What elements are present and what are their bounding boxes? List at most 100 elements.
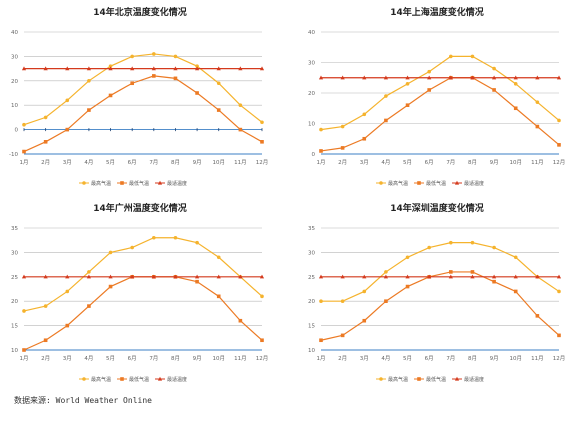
y-tick-label: 40 [11,30,18,36]
x-tick-label: 3月 [360,159,369,166]
series-line [320,77,560,152]
data-point [194,274,200,279]
data-point [216,66,221,71]
data-point [557,289,561,294]
legend-marker [454,376,460,381]
y-tick-label: 25 [11,275,18,281]
data-point [318,75,324,80]
y-tick-label: 35 [308,226,315,232]
x-tick-label: 12月 [553,159,566,166]
x-tick-label: 4月 [381,355,390,362]
series-optimal [318,75,562,80]
data-point [21,66,27,71]
data-point [470,274,475,279]
x-tick-label: 11月 [234,159,247,166]
legend-label: 最适温度 [167,180,187,187]
x-tick-label: 5月 [106,159,115,166]
series-low [22,74,264,154]
data-point [405,82,410,86]
data-point [491,274,497,279]
x-tick-label: 11月 [531,159,544,166]
data-point [513,106,518,111]
data-point [173,66,178,71]
data-point [427,245,431,250]
data-point [151,66,156,71]
data-point [195,279,199,284]
series-low [22,275,264,352]
data-point [427,88,431,92]
data-point [340,333,345,338]
legend-label: 最低气温 [426,376,446,383]
data-point [195,91,199,95]
data-point [362,289,367,294]
data-point [513,274,518,279]
chart-guangzhou: 14年广州温度变化情况 10 15 20 25 30 35 1月 2月 3月 4月 5月 6月 7月 8月 9… [6,198,274,388]
data-point [362,136,367,141]
data-point [130,66,135,71]
data-point [340,124,345,129]
data-point [216,294,221,299]
data-point [86,66,92,71]
data-point [195,64,199,68]
chart-title: 14年北京温度变化情况 [93,6,187,18]
data-point [152,52,156,56]
chart-svg: 14年广州温度变化情况 10 15 20 25 30 35 1月 2月 3月 4月 5月 6月 7月 8月 9… [11,202,268,383]
y-tick-label: -10 [9,152,18,158]
data-point [108,284,113,289]
legend-marker [120,377,124,381]
data-point [405,75,410,80]
data-point [513,75,518,80]
data-point [194,66,200,71]
chart-svg: 14年北京温度变化情况 -10 0 10 20 30 40 1月 2月 3月 4月 5月 6月 7月 8月 9… [9,6,268,187]
series-high [22,52,264,127]
data-point [108,64,113,68]
data-point [491,75,497,80]
data-point [319,338,323,343]
data-point [195,240,199,245]
x-tick-label: 5月 [403,355,412,362]
data-point [513,82,518,86]
y-tick-label: 10 [11,348,18,354]
data-point [557,143,561,147]
legend-marker [82,181,86,185]
x-tick-label: 4月 [84,355,93,362]
data-point [557,118,561,123]
x-tick-label: 9月 [490,159,499,166]
data-point [259,274,265,279]
chart-title: 14年广州温度变化情况 [93,202,187,214]
data-point [470,54,475,59]
x-tick-label: 1月 [20,159,29,166]
x-tick-label: 11月 [234,355,247,362]
data-point [513,289,518,294]
data-point [362,318,367,323]
data-point [427,75,432,80]
data-point [238,66,243,71]
y-tick-label: 15 [308,324,315,330]
data-point [383,274,389,279]
data-source-note: 数据来源: World Weather Online [14,396,152,405]
data-point [238,274,243,279]
legend-label: 最低气温 [426,180,446,187]
y-tick-label: 35 [11,226,18,232]
data-point [556,75,562,80]
chart-svg: 14年上海温度变化情况 0 10 20 30 40 1月 2月 3月 4月 5月 6月 7月 8月 9月 10… [308,6,566,187]
y-tick-label: 40 [308,30,315,36]
data-point [216,108,221,112]
data-point [87,108,91,112]
chart-title: 14年上海温度变化情况 [390,6,484,18]
x-tick-label: 8月 [171,355,180,362]
data-point [449,240,453,245]
series-high [319,54,561,132]
legend-marker [417,377,421,381]
data-point [319,127,323,132]
series-low [319,270,561,343]
data-point [405,103,410,107]
data-point [362,274,367,279]
data-point [22,309,26,313]
data-point [87,304,91,308]
data-point [260,338,264,343]
chart-title: 14年深圳温度变化情况 [390,202,484,214]
x-tick-label: 6月 [128,355,137,362]
y-tick-label: 30 [308,61,315,67]
x-tick-label: 5月 [403,159,412,166]
